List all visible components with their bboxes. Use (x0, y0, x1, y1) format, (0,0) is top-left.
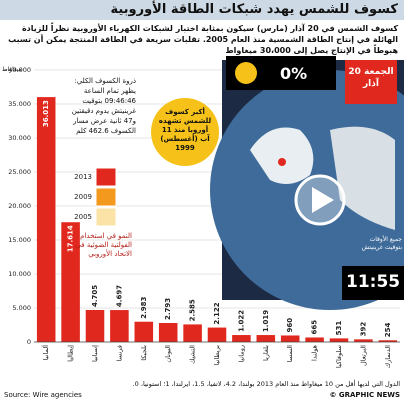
value-label: 4.705 (91, 285, 99, 307)
y-tick-label: 40.000 (8, 66, 31, 74)
value-label: 2.585 (189, 299, 197, 321)
legend-swatch (95, 207, 117, 227)
legend-label: 2009 (74, 193, 92, 201)
x-tick-label: بلجيكا (140, 345, 148, 361)
x-tick-label: بلغاريا (262, 345, 270, 361)
map-date: الجمعة 20 آذار (348, 67, 394, 89)
x-tick-label: إيطاليا (67, 345, 75, 362)
value-label: 960 (286, 318, 294, 333)
value-label: 531 (335, 321, 343, 336)
bar (158, 323, 178, 342)
x-tick-label: البرتغال (359, 345, 367, 366)
bar (134, 321, 154, 342)
bubble (151, 98, 219, 166)
value-label: 2.122 (213, 302, 221, 324)
x-tick-label: اليونان (164, 345, 172, 363)
bar (329, 338, 349, 342)
bar (110, 310, 129, 342)
value-label: 17.614 (67, 225, 75, 252)
legend-swatch (95, 167, 117, 187)
bar (256, 335, 276, 342)
growth-note: النمو في استخدام الفولتية الضوئية في الا… (75, 232, 132, 258)
legend-label: 2013 (74, 173, 92, 181)
bar (61, 222, 80, 342)
y-tick-label: 5.000 (12, 304, 31, 312)
title: كسوف للشمس يهدد شبكات الطاقة الأوروبية (110, 2, 398, 17)
y-axis-label: ميغاواط (2, 66, 22, 73)
value-label: 2.983 (140, 296, 148, 318)
bubble-text: أكبر كسوف للشمس تشهده أوروبا منذ 11 آب (… (158, 108, 212, 152)
bar (207, 327, 227, 342)
x-tick-label: هولندا (311, 344, 319, 361)
x-tick-label: النمسا (286, 345, 294, 362)
sun (235, 62, 257, 84)
x-tick-label: التشيك (189, 345, 197, 364)
value-label: 254 (384, 323, 392, 338)
value-label: 392 (359, 322, 367, 337)
x-tick-label: إسبانيا (91, 345, 99, 362)
legend-label: 2005 (74, 213, 92, 221)
y-tick-label: 20.000 (8, 202, 31, 210)
footnote: الدول التي لديها أقل من 10 ميغاواط منذ ا… (132, 380, 400, 388)
value-label: 4.697 (115, 285, 123, 307)
footer (0, 380, 404, 402)
y-tick-label: 30.000 (8, 134, 31, 142)
y-tick-label: 35.000 (8, 100, 31, 108)
bar (36, 97, 56, 342)
title-bar (0, 0, 404, 20)
x-tick-label: ألمانيا (41, 345, 50, 360)
y-tick-label: 0 (27, 338, 31, 346)
intro: كسوف الشمس في 20 آذار (مارس) سيكون بمثاب… (8, 24, 398, 55)
source: Source: Wire agencies (4, 391, 82, 399)
bar (232, 335, 251, 342)
sun-percent: 0% (280, 64, 308, 83)
annotation: ذروة الكسوف الكلي: يظهر تمام الساعة 09:4… (71, 77, 136, 135)
value-label: 1.019 (262, 310, 270, 332)
value-label: 1.022 (237, 310, 245, 332)
value-label: 665 (311, 320, 319, 335)
bar (378, 340, 398, 342)
bar (85, 310, 105, 342)
bar (354, 339, 373, 342)
x-tick-label: سلوفاكيا (335, 345, 343, 368)
land (330, 126, 395, 230)
value-label: 36.013 (42, 100, 50, 127)
y-tick-label: 15.000 (8, 236, 31, 244)
map-time: 11:55 (346, 272, 401, 292)
x-tick-label: بريطانيا (213, 345, 221, 365)
time-note: جميع الأوقات بتوقيت غرينيتش (361, 236, 402, 251)
x-tick-label: الدنمارك (384, 345, 392, 368)
y-tick-label: 10.000 (8, 270, 31, 278)
bar (280, 335, 300, 342)
x-tick-label: فرنسا (115, 345, 123, 361)
bar (305, 337, 324, 342)
x-tick-label: رومانيا (237, 345, 245, 363)
y-tick-label: 25.000 (8, 168, 31, 176)
time-box (342, 266, 404, 300)
value-label: 2.793 (164, 298, 172, 320)
land (250, 127, 314, 184)
play-icon (312, 187, 334, 213)
legend-swatch (95, 187, 117, 207)
credit: © GRAPHIC NEWS (329, 391, 400, 399)
date-box (345, 60, 397, 104)
eclipse-point (278, 158, 286, 166)
bar (183, 324, 202, 342)
map (151, 56, 404, 310)
